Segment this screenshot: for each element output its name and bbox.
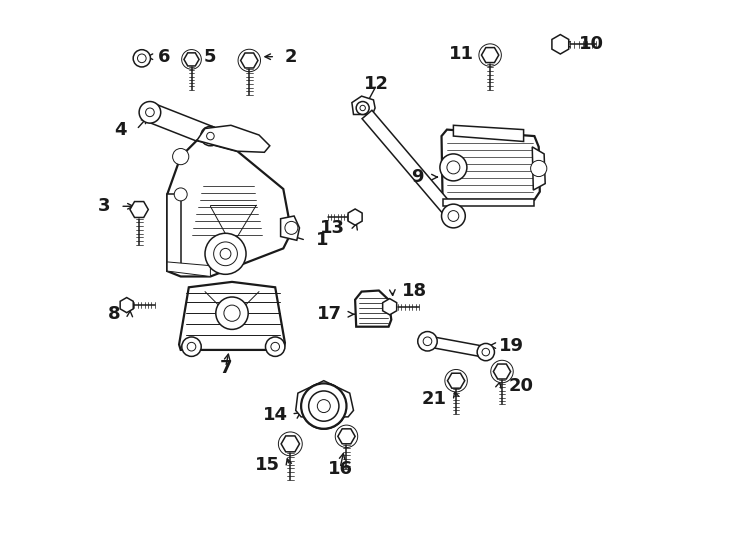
Circle shape — [479, 44, 501, 66]
Circle shape — [418, 332, 437, 351]
Circle shape — [424, 337, 432, 346]
Polygon shape — [454, 125, 523, 141]
Polygon shape — [426, 336, 487, 357]
Polygon shape — [348, 209, 362, 225]
Circle shape — [224, 305, 240, 321]
Text: 14: 14 — [263, 406, 288, 424]
Polygon shape — [179, 282, 285, 350]
Circle shape — [285, 221, 298, 234]
Circle shape — [447, 161, 460, 174]
Text: 6: 6 — [158, 48, 170, 66]
Circle shape — [360, 105, 366, 111]
Text: 17: 17 — [316, 305, 341, 323]
Circle shape — [200, 126, 220, 146]
Polygon shape — [167, 194, 181, 271]
Circle shape — [301, 383, 346, 429]
Polygon shape — [443, 199, 534, 206]
Circle shape — [137, 54, 146, 63]
Text: 10: 10 — [579, 35, 604, 53]
Polygon shape — [442, 130, 539, 200]
Text: 13: 13 — [321, 219, 346, 237]
Polygon shape — [382, 299, 396, 315]
Circle shape — [335, 425, 357, 448]
Polygon shape — [197, 125, 270, 152]
Text: 9: 9 — [411, 168, 424, 186]
Circle shape — [491, 360, 513, 383]
Text: 19: 19 — [499, 336, 524, 355]
Polygon shape — [241, 53, 258, 68]
Circle shape — [220, 248, 231, 259]
Text: 11: 11 — [449, 45, 474, 63]
Text: 15: 15 — [255, 456, 280, 475]
Circle shape — [309, 391, 339, 421]
Text: 5: 5 — [204, 48, 217, 66]
Text: 18: 18 — [402, 281, 427, 300]
Text: 2: 2 — [285, 48, 297, 66]
Polygon shape — [167, 140, 291, 276]
Polygon shape — [448, 373, 465, 388]
Circle shape — [182, 50, 201, 69]
Text: 21: 21 — [422, 389, 447, 408]
Circle shape — [278, 432, 302, 456]
Text: 7: 7 — [219, 359, 232, 377]
Circle shape — [271, 342, 280, 351]
Circle shape — [482, 348, 490, 356]
Circle shape — [187, 342, 196, 351]
Polygon shape — [280, 216, 299, 240]
Circle shape — [477, 343, 495, 361]
Circle shape — [356, 102, 369, 114]
Circle shape — [182, 337, 201, 356]
Polygon shape — [281, 436, 299, 452]
Circle shape — [316, 398, 332, 414]
Circle shape — [448, 211, 459, 221]
Circle shape — [133, 50, 150, 67]
Polygon shape — [184, 53, 199, 66]
Circle shape — [139, 102, 161, 123]
Circle shape — [309, 391, 339, 421]
Circle shape — [145, 108, 154, 117]
Circle shape — [238, 49, 261, 72]
Polygon shape — [482, 48, 499, 63]
Polygon shape — [120, 298, 134, 313]
Text: 8: 8 — [108, 305, 120, 323]
Circle shape — [442, 204, 465, 228]
Polygon shape — [552, 35, 569, 54]
Text: 1: 1 — [316, 231, 328, 249]
Circle shape — [174, 188, 187, 201]
Polygon shape — [338, 429, 355, 444]
Polygon shape — [146, 103, 214, 145]
Circle shape — [206, 132, 214, 140]
Circle shape — [531, 160, 547, 177]
Polygon shape — [493, 364, 511, 379]
Polygon shape — [532, 147, 545, 190]
Text: 16: 16 — [327, 460, 352, 478]
Circle shape — [205, 233, 246, 274]
Circle shape — [445, 369, 468, 392]
Circle shape — [317, 400, 330, 413]
Polygon shape — [130, 201, 148, 218]
Polygon shape — [355, 291, 391, 327]
Polygon shape — [296, 381, 354, 417]
Text: 20: 20 — [509, 377, 534, 395]
Text: 3: 3 — [98, 197, 111, 215]
Circle shape — [172, 148, 189, 165]
Text: 12: 12 — [364, 75, 389, 93]
Circle shape — [214, 242, 237, 266]
Circle shape — [266, 337, 285, 356]
Circle shape — [216, 297, 248, 329]
Polygon shape — [167, 262, 211, 276]
Circle shape — [440, 154, 467, 181]
Circle shape — [301, 383, 346, 429]
Text: 4: 4 — [115, 120, 127, 139]
Polygon shape — [362, 110, 458, 220]
Polygon shape — [352, 96, 375, 114]
